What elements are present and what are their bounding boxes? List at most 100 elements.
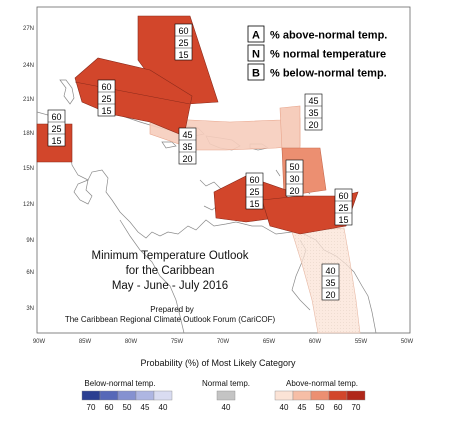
key-above: A % above-normal temp. — [247, 25, 387, 43]
lat-tick-6: 9N — [26, 238, 34, 244]
lon-tick-3: 75W — [171, 339, 184, 345]
prob-normal: 35 — [325, 278, 335, 288]
scale-swatch — [346, 390, 366, 401]
lat-tick-4: 15N — [23, 166, 34, 172]
prob-normal: 30 — [289, 174, 299, 184]
scale-above-title: Above-normal temp. — [286, 379, 358, 388]
prob-below: 20 — [182, 154, 192, 164]
map-title-line-1: Minimum Temperature Outlook — [91, 250, 248, 262]
scale-value: 60 — [105, 403, 114, 412]
key-text: % below-normal temp. — [270, 68, 387, 80]
scale-title: Probability (%) of Most Likely Category — [140, 358, 296, 368]
probability-labels: 60 25 15 60 25 15 60 25 15 45 35 20 — [47, 23, 353, 301]
prob-below: 20 — [289, 186, 299, 196]
prob-normal: 25 — [51, 124, 61, 134]
credit-line-2: The Caribbean Regional Climate Outlook F… — [65, 315, 276, 324]
prob-normal: 25 — [101, 94, 111, 104]
prob-label-belize: 60 25 15 — [47, 109, 66, 147]
lon-tick-5: 65W — [263, 339, 276, 345]
scale-swatch — [153, 390, 173, 401]
lon-tick-2: 80W — [125, 339, 138, 345]
scale-swatch — [216, 390, 236, 401]
scale-above-swatches: 40 45 50 60 70 — [274, 390, 366, 412]
prob-normal: 35 — [308, 108, 318, 118]
prob-label-trinidad-tobago: 60 25 15 — [334, 188, 353, 226]
prob-label-bahamas: 60 25 15 — [174, 23, 193, 61]
prob-above: 60 — [249, 175, 259, 185]
scale-value: 70 — [352, 403, 361, 412]
prob-below: 15 — [249, 199, 259, 209]
prob-below: 20 — [325, 290, 335, 300]
scale-normal-swatches: 40 — [216, 390, 236, 412]
prob-label-windward-islands: 50 30 20 — [285, 159, 304, 197]
map-title-line-2: for the Caribbean — [126, 265, 215, 277]
lon-tick-1: 85W — [79, 339, 92, 345]
prob-above: 45 — [308, 96, 318, 106]
key-letter: B — [252, 68, 260, 80]
prob-label-greater-antilles: 45 35 20 — [178, 127, 197, 165]
key-below: B % below-normal temp. — [247, 63, 387, 81]
prob-label-cuba-jamaica: 60 25 15 — [97, 79, 116, 117]
scale-value: 70 — [87, 403, 96, 412]
scale-below-title: Below-normal temp. — [84, 379, 155, 388]
prob-normal: 25 — [178, 38, 188, 48]
key-text: % normal temperature — [270, 49, 386, 61]
prob-normal: 35 — [182, 142, 192, 152]
prob-above: 40 — [325, 266, 335, 276]
scale-swatch — [274, 390, 294, 401]
scale-value: 60 — [334, 403, 343, 412]
prob-below: 20 — [308, 120, 318, 130]
prob-above: 50 — [289, 162, 299, 172]
lon-tick-6: 60W — [309, 339, 322, 345]
scale-value: 40 — [159, 403, 168, 412]
scale-value: 45 — [298, 403, 307, 412]
prob-above: 60 — [51, 112, 61, 122]
prob-below: 15 — [178, 50, 188, 60]
lat-tick-0: 27N — [23, 26, 34, 32]
lon-tick-7: 55W — [355, 339, 368, 345]
prob-label-guianas: 40 35 20 — [321, 263, 340, 301]
prob-below: 15 — [338, 215, 348, 225]
longitude-axis: 90W 85W 80W 75W 70W 65W 60W 55W 50W — [33, 339, 414, 345]
prob-label-eastern-caribbean-north: 45 35 20 — [304, 93, 323, 131]
map-title: Minimum Temperature Outlook for the Cari… — [91, 250, 248, 292]
lat-tick-3: 18N — [23, 131, 34, 137]
lat-tick-1: 24N — [23, 63, 34, 69]
category-key: A % above-normal temp. N % normal temper… — [247, 25, 387, 81]
lat-tick-2: 21N — [23, 97, 34, 103]
scale-below-swatches: 70 60 50 45 40 — [81, 390, 173, 412]
scale-value: 50 — [123, 403, 132, 412]
prob-normal: 25 — [249, 187, 259, 197]
map-title-line-3: May - June - July 2016 — [112, 280, 228, 292]
prob-label-abc-islands: 60 25 15 — [245, 172, 264, 210]
scale-value: 50 — [316, 403, 325, 412]
scale-value: 40 — [222, 403, 231, 412]
lat-tick-7: 6N — [26, 270, 34, 276]
scale-swatch — [310, 390, 330, 401]
scale-swatch — [99, 390, 119, 401]
latitude-axis: 27N 24N 21N 18N 15N 12N 9N 6N 3N — [23, 26, 34, 312]
credit-line-1: Prepared by — [150, 305, 194, 314]
credit: Prepared by The Caribbean Regional Clima… — [65, 305, 276, 324]
scale-value: 40 — [280, 403, 289, 412]
region-eastern-caribbean-north — [279, 105, 301, 151]
prob-below: 15 — [101, 106, 111, 116]
lon-tick-0: 90W — [33, 339, 46, 345]
lon-tick-8: 50W — [401, 339, 414, 345]
lat-tick-8: 3N — [26, 306, 34, 312]
scale-swatch — [81, 390, 101, 401]
scale-swatch — [135, 390, 155, 401]
scale-value: 45 — [141, 403, 150, 412]
scale-normal-title: Normal temp. — [202, 379, 250, 388]
lat-tick-5: 12N — [23, 202, 34, 208]
prob-above: 60 — [178, 26, 188, 36]
probability-scale: Probability (%) of Most Likely Category … — [81, 358, 366, 412]
prob-normal: 25 — [338, 203, 348, 213]
prob-above: 45 — [182, 130, 192, 140]
key-normal: N % normal temperature — [247, 44, 386, 62]
key-text: % above-normal temp. — [270, 30, 387, 42]
scale-swatch — [292, 390, 312, 401]
key-letter: A — [252, 30, 260, 42]
prob-above: 60 — [338, 191, 348, 201]
